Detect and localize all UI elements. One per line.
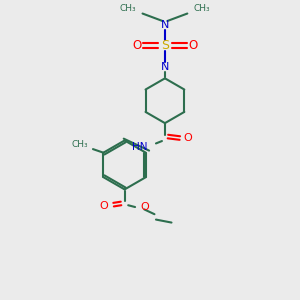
Text: S: S	[161, 39, 169, 52]
Text: CH₃: CH₃	[72, 140, 88, 148]
Text: CH₃: CH₃	[193, 4, 210, 13]
Text: CH₃: CH₃	[120, 4, 136, 13]
Text: HN: HN	[131, 142, 147, 152]
Text: O: O	[189, 39, 198, 52]
Text: N: N	[161, 20, 169, 30]
Text: O: O	[99, 201, 108, 211]
Text: O: O	[184, 133, 193, 143]
Text: N: N	[161, 62, 169, 72]
Text: O: O	[132, 39, 141, 52]
Text: O: O	[140, 202, 149, 212]
